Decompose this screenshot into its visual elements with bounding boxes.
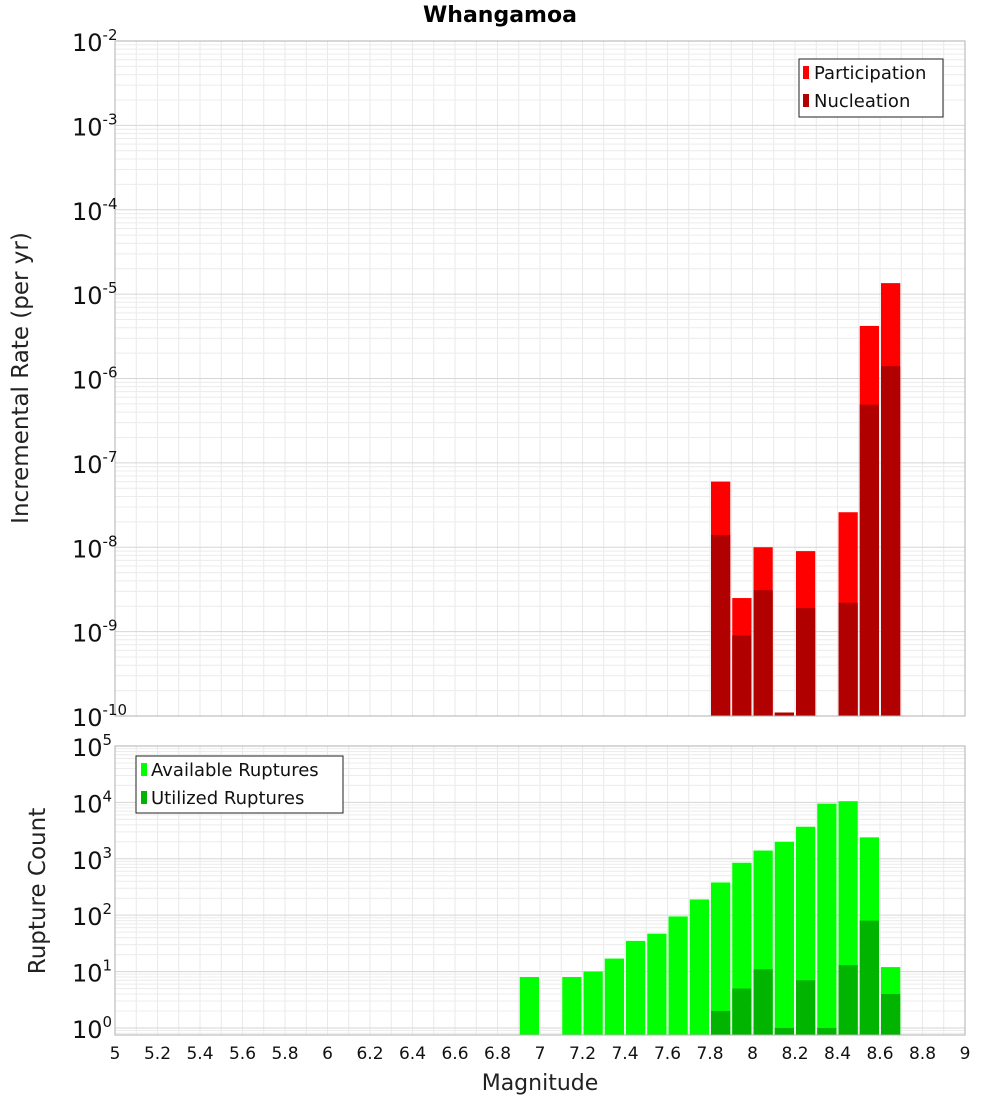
x-tick-label: 7 xyxy=(535,1044,546,1064)
top-legend: Participation Nucleation xyxy=(798,58,944,118)
x-tick-label: 7.2 xyxy=(569,1044,596,1064)
top-y-axis-label: Incremental Rate (per yr) xyxy=(8,232,34,524)
participation-swatch xyxy=(803,66,809,79)
y-tick-label: 100 xyxy=(72,1013,112,1044)
x-tick-label: 6.6 xyxy=(441,1044,468,1064)
available-ruptures-bar xyxy=(774,841,794,1035)
utilized-ruptures-bar xyxy=(859,920,879,1035)
available-legend-label: Available Ruptures xyxy=(151,760,319,781)
bottom-y-axis-label: Rupture Count xyxy=(25,808,51,974)
y-tick-label: 10-10 xyxy=(72,701,127,732)
x-tick-labels: 5 5.2 5.4 5.6 5.8 6 6.2 6.4 6.6 6.8 7 7.2 7.4 7.6 7.8 8… xyxy=(110,1044,971,1064)
available-ruptures-bar xyxy=(817,803,837,1035)
x-tick-label: 6.4 xyxy=(399,1044,426,1064)
nucleation-bar xyxy=(753,590,773,716)
top-bars xyxy=(711,283,901,716)
nucleation-bar xyxy=(774,712,794,716)
available-ruptures-bar xyxy=(711,882,731,1035)
utilized-ruptures-bar xyxy=(881,994,901,1035)
x-tick-label: 8.2 xyxy=(781,1044,808,1064)
available-ruptures-bar xyxy=(689,899,709,1035)
nucleation-swatch xyxy=(803,94,809,107)
bottom-y-tick-labels: 100 101 102 103 104 105 xyxy=(72,731,112,1044)
x-tick-label: 5.8 xyxy=(271,1044,298,1064)
nucleation-bar xyxy=(838,602,858,716)
available-ruptures-bar xyxy=(604,958,624,1035)
utilized-swatch xyxy=(141,791,147,804)
nucleation-bar xyxy=(796,608,816,716)
incremental-rate-panel: 10-10 10-9 10-8 10-7 10-6 10-5 10-4 10-3 10-2 In… xyxy=(8,26,966,732)
utilized-ruptures-bar xyxy=(817,1027,837,1035)
bottom-bars xyxy=(519,801,901,1035)
nucleation-bar xyxy=(711,534,731,716)
participation-legend-label: Participation xyxy=(814,63,926,84)
x-tick-label: 6.2 xyxy=(356,1044,383,1064)
bottom-legend-box xyxy=(135,755,344,814)
utilized-ruptures-bar xyxy=(753,969,773,1035)
y-tick-label: 101 xyxy=(72,957,112,988)
x-tick-label: 6.8 xyxy=(484,1044,511,1064)
y-tick-label: 105 xyxy=(72,731,112,762)
y-tick-label: 103 xyxy=(72,844,112,875)
utilized-ruptures-bar xyxy=(796,980,816,1035)
chart-title: Whangamoa xyxy=(423,3,577,28)
x-tick-label: 5.4 xyxy=(186,1044,213,1064)
top-y-tick-labels: 10-10 10-9 10-8 10-7 10-6 10-5 10-4 10-3 10-2 xyxy=(72,26,127,732)
y-tick-label: 10-9 xyxy=(72,617,118,648)
x-tick-label: 9 xyxy=(960,1044,971,1064)
utilized-ruptures-bar xyxy=(711,1010,731,1035)
x-tick-label: 5.6 xyxy=(229,1044,256,1064)
available-ruptures-bar xyxy=(647,933,667,1035)
nucleation-bar xyxy=(732,635,752,716)
x-tick-label: 7.8 xyxy=(696,1044,723,1064)
x-tick-label: 5 xyxy=(110,1044,121,1064)
x-tick-label: 7.4 xyxy=(611,1044,638,1064)
y-tick-label: 10-4 xyxy=(72,195,118,226)
y-tick-label: 102 xyxy=(72,900,112,931)
x-tick-label: 7.6 xyxy=(654,1044,681,1064)
top-grid xyxy=(114,41,966,717)
y-tick-label: 10-7 xyxy=(72,448,118,479)
utilized-ruptures-bar xyxy=(838,965,858,1035)
x-tick-label: 8.8 xyxy=(909,1044,936,1064)
utilized-ruptures-bar xyxy=(774,1027,794,1035)
y-tick-label: 10-2 xyxy=(72,26,118,57)
available-ruptures-bar xyxy=(583,971,603,1035)
bottom-plot-frame xyxy=(114,745,966,1036)
rupture-count-panel: 100 101 102 103 104 105 Rupture Count Availab… xyxy=(25,731,966,1044)
x-tick-label: 6 xyxy=(322,1044,333,1064)
y-tick-label: 10-6 xyxy=(72,364,118,395)
available-ruptures-bar xyxy=(519,977,539,1035)
nucleation-legend-label: Nucleation xyxy=(814,91,910,112)
available-ruptures-bar xyxy=(668,916,688,1035)
bottom-legend: Available Ruptures Utilized Ruptures xyxy=(135,755,344,814)
available-ruptures-bar xyxy=(562,977,582,1035)
x-tick-label: 5.2 xyxy=(144,1044,171,1064)
available-ruptures-bar xyxy=(626,940,646,1035)
x-axis-label: Magnitude xyxy=(482,1071,599,1096)
y-tick-label: 10-3 xyxy=(72,110,118,141)
top-legend-box xyxy=(798,58,944,118)
utilized-ruptures-bar xyxy=(732,988,752,1035)
available-swatch xyxy=(141,763,147,776)
x-tick-label: 8 xyxy=(747,1044,758,1064)
x-tick-label: 8.4 xyxy=(824,1044,851,1064)
y-tick-label: 104 xyxy=(72,787,112,818)
y-tick-label: 10-8 xyxy=(72,532,118,563)
nucleation-bar xyxy=(859,404,879,716)
nucleation-bar xyxy=(881,366,901,716)
x-tick-label: 8.6 xyxy=(866,1044,893,1064)
top-plot-frame xyxy=(114,40,966,717)
y-tick-label: 10-5 xyxy=(72,279,118,310)
utilized-legend-label: Utilized Ruptures xyxy=(151,788,304,809)
